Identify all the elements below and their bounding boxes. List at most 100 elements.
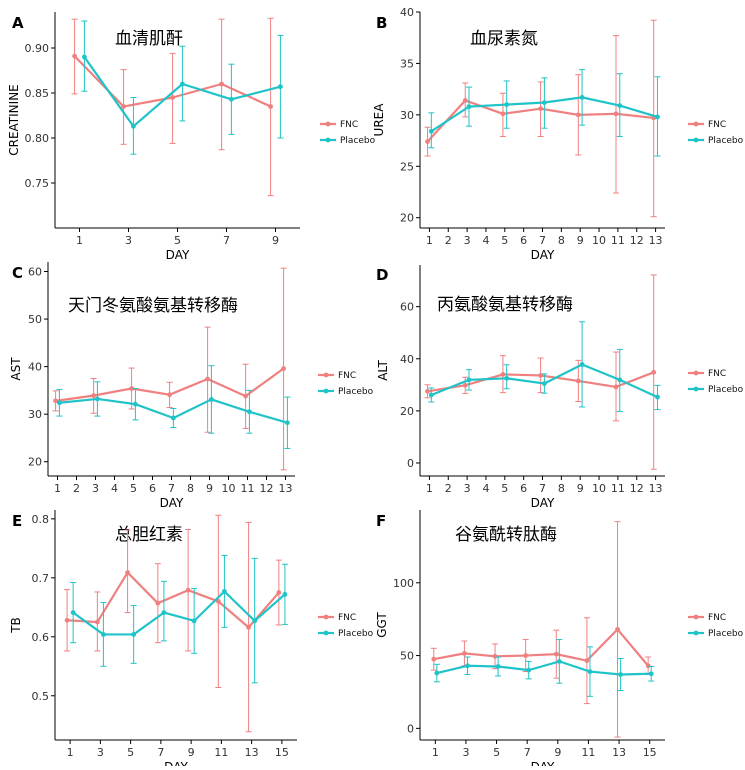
panel-letter: F (376, 512, 386, 530)
data-point (553, 651, 559, 657)
x-tick-label: 10 (222, 482, 236, 495)
data-point (229, 96, 234, 102)
data-point (613, 111, 619, 117)
legend: FNC Placebo (688, 120, 744, 146)
data-point (425, 388, 430, 394)
data-point (167, 392, 173, 398)
y-tick-label: 20 (400, 212, 414, 225)
data-point (252, 618, 258, 624)
x-tick-label: 10 (592, 482, 606, 495)
x-tick-label: 12 (630, 234, 644, 247)
y-tick-label: 100 (393, 577, 414, 590)
x-tick-label: 12 (260, 482, 274, 495)
legend-marker-fnc (693, 370, 699, 376)
data-point (219, 81, 225, 87)
x-tick-label: 2 (445, 482, 452, 495)
x-tick-label: 9 (188, 746, 195, 759)
x-tick-label: 1 (67, 746, 74, 759)
data-point (101, 632, 106, 637)
data-point (131, 632, 137, 637)
data-point (285, 420, 290, 426)
x-tick-label: 3 (462, 746, 469, 759)
y-axis-label: CREATININE (7, 84, 21, 156)
legend-label-fnc: FNC (338, 613, 356, 623)
y-tick-label: 0.90 (25, 42, 50, 55)
data-point (57, 400, 62, 406)
legend-label-placebo: Placebo (708, 385, 744, 395)
y-axis-label: GGT (375, 612, 389, 638)
y-tick-label: 0.85 (25, 87, 50, 100)
x-tick-label: 8 (558, 234, 565, 247)
x-tick-label: 4 (111, 482, 118, 495)
x-tick-label: 6 (149, 482, 156, 495)
x-tick-label: 12 (630, 482, 644, 495)
data-point (556, 658, 562, 664)
legend-label-placebo: Placebo (708, 136, 744, 146)
chart-title: 血尿素氮 (470, 29, 538, 49)
x-tick-label: 11 (581, 746, 595, 759)
legend: FNC Placebo (318, 613, 374, 639)
x-tick-label: 9 (577, 482, 584, 495)
x-tick-label: 8 (187, 482, 194, 495)
legend-label-placebo: Placebo (338, 387, 374, 397)
panel-letter: B (376, 14, 387, 32)
data-point (541, 381, 547, 386)
x-tick-label: 3 (125, 234, 132, 247)
legend-marker-placebo (323, 630, 329, 636)
y-tick-label: 60 (400, 301, 414, 314)
y-tick-label: 0.5 (32, 690, 50, 703)
data-point (70, 610, 76, 616)
y-tick-label: 40 (400, 6, 414, 19)
legend-label-fnc: FNC (708, 120, 726, 130)
data-point (526, 667, 532, 673)
x-tick-label: 9 (272, 234, 279, 247)
x-tick-label: 9 (206, 482, 213, 495)
y-tick-label: 0.8 (32, 513, 50, 526)
x-tick-label: 9 (554, 746, 561, 759)
data-point (615, 626, 620, 632)
x-tick-label: 10 (592, 234, 606, 247)
x-tick-label: 5 (501, 482, 508, 495)
x-tick-label: 7 (539, 234, 546, 247)
x-tick-label: 1 (432, 746, 439, 759)
data-point (655, 114, 660, 120)
series-placebo (70, 554, 288, 684)
x-tick-label: 1 (54, 482, 61, 495)
x-axis-label: DAY (531, 496, 555, 510)
y-tick-label: 0.6 (32, 631, 50, 644)
chart-title: 谷氨酰转肽酶 (455, 525, 557, 545)
series-line (433, 628, 649, 667)
data-point (500, 111, 506, 117)
x-tick-label: 15 (643, 746, 657, 759)
panel-letter: A (12, 14, 24, 32)
data-point (613, 384, 619, 390)
x-tick-label: 5 (501, 234, 508, 247)
data-point (523, 653, 529, 658)
data-point (618, 672, 623, 677)
data-point (538, 106, 544, 112)
x-axis-label: DAY (166, 248, 190, 262)
y-tick-label: 30 (400, 109, 414, 122)
series-placebo (433, 639, 655, 697)
y-tick-label: 35 (400, 57, 414, 70)
legend-marker-placebo (693, 630, 699, 636)
x-tick-label: 8 (558, 482, 565, 495)
series-line (67, 571, 280, 629)
legend-label-fnc: FNC (708, 613, 726, 623)
data-point (155, 600, 161, 606)
y-tick-label: 0.80 (25, 132, 50, 145)
data-point (131, 123, 136, 129)
data-point (121, 104, 126, 109)
data-point (462, 382, 468, 388)
x-tick-label: 7 (539, 482, 546, 495)
data-point (243, 393, 249, 399)
x-tick-label: 5 (493, 746, 500, 759)
data-point (434, 670, 440, 676)
y-tick-label: 50 (400, 650, 414, 663)
data-point (425, 139, 430, 145)
x-tick-label: 6 (520, 234, 527, 247)
x-tick-label: 2 (73, 482, 80, 495)
x-axis-label: DAY (531, 760, 555, 766)
